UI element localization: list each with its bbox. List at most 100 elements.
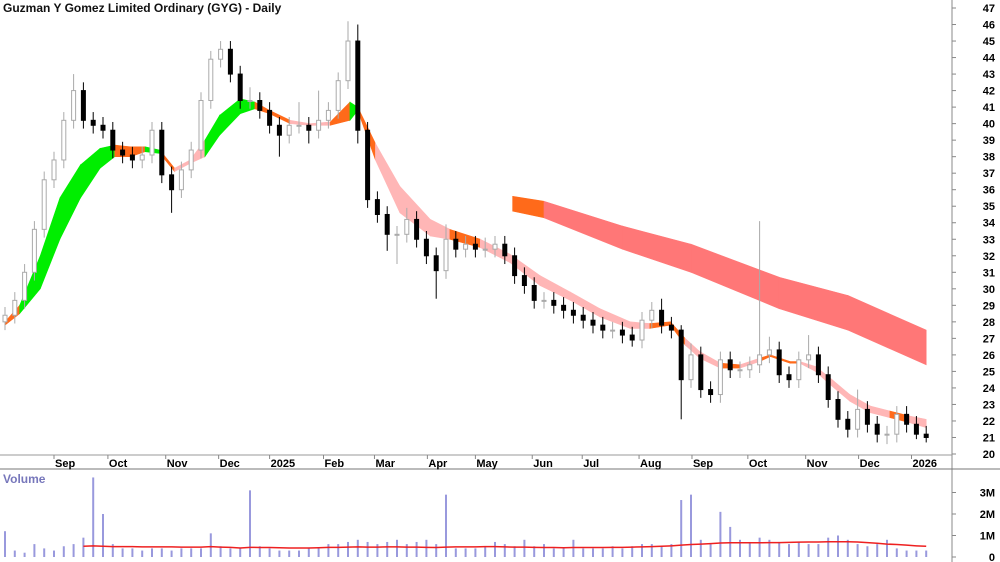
candle-body — [159, 129, 165, 176]
price-tick-label: 46 — [983, 20, 995, 32]
x-tick-label: Nov — [167, 458, 189, 470]
price-tick-label: 24 — [983, 383, 996, 395]
candle-body — [100, 124, 106, 131]
volume-bar — [464, 548, 467, 557]
x-tick-label: Oct — [749, 458, 768, 470]
volume-panel-label: Volume — [3, 472, 46, 486]
x-tick-label: 2026 — [913, 458, 937, 470]
volume-bar — [376, 544, 379, 557]
volume-bar — [886, 539, 888, 557]
volume-bar — [846, 539, 849, 557]
short-term-band-segment — [80, 147, 101, 199]
volume-bar — [405, 544, 408, 557]
candle-body — [22, 271, 28, 301]
x-tick-label: May — [476, 458, 498, 470]
volume-bar — [690, 494, 692, 557]
candle-body — [306, 124, 312, 131]
price-tick-label: 41 — [983, 102, 995, 114]
short-term-band-segment — [204, 114, 220, 158]
volume-bar — [102, 514, 104, 557]
volume-bar — [396, 539, 398, 557]
volume-bar — [151, 548, 153, 557]
price-tick-label: 45 — [983, 36, 995, 48]
volume-bar — [258, 546, 261, 557]
candle-body — [247, 100, 253, 103]
x-tick-label: 2025 — [271, 458, 295, 470]
price-tick-label: 30 — [983, 284, 995, 296]
price-tick-label: 23 — [983, 399, 995, 411]
volume-bar — [915, 550, 918, 557]
volume-bar — [92, 477, 95, 557]
candle-body — [688, 354, 694, 381]
volume-tick-label: 3M — [980, 488, 995, 500]
candle-body — [80, 90, 86, 121]
volume-bar — [513, 546, 516, 557]
volume-bar — [650, 544, 653, 557]
candle-body — [590, 319, 596, 326]
candle-body — [717, 359, 723, 396]
volume-bar — [131, 548, 134, 557]
long-term-band-segment — [512, 195, 545, 219]
price-tick-label: 34 — [983, 218, 996, 230]
price-tick-label: 29 — [983, 300, 995, 312]
candle-body — [757, 354, 763, 366]
x-tick-label: Dec — [220, 458, 240, 470]
volume-bar — [307, 548, 310, 557]
volume-bar — [337, 544, 340, 557]
candle-body — [541, 299, 547, 302]
candle-body — [845, 418, 851, 430]
volume-bar — [503, 544, 506, 557]
price-tick-label: 27 — [983, 333, 995, 345]
volume-bar — [278, 550, 281, 557]
candle-body — [335, 80, 341, 111]
volume-bar — [543, 544, 545, 557]
candle-body — [864, 408, 870, 425]
candle-body — [904, 413, 910, 425]
candle-body — [766, 349, 772, 356]
short-term-band-segment — [870, 405, 891, 419]
candle-body — [12, 299, 18, 316]
candle-body — [325, 109, 331, 121]
x-tick-label: Dec — [860, 458, 880, 470]
volume-bar — [807, 544, 810, 557]
volume-bar — [209, 533, 212, 557]
candle-body — [668, 324, 674, 331]
candle-body — [169, 174, 175, 191]
volume-bar — [121, 548, 124, 557]
volume-bar — [660, 546, 663, 557]
volume-bar — [680, 500, 683, 557]
price-tick-label: 40 — [983, 119, 995, 131]
volume-bar — [866, 546, 869, 557]
candle-body — [786, 374, 792, 381]
volume-bar — [533, 546, 536, 557]
candle-body — [149, 129, 155, 156]
candle-body — [855, 408, 861, 430]
volume-bar — [523, 539, 526, 557]
volume-bar — [709, 544, 712, 557]
volume-bar — [925, 550, 928, 557]
candle-body — [374, 199, 380, 215]
long-term-band-segment — [543, 200, 623, 250]
candle-body — [806, 354, 812, 361]
candle-body — [531, 285, 537, 301]
volume-bar — [572, 539, 575, 557]
x-tick-label: Jun — [533, 458, 553, 470]
candle-body — [913, 423, 919, 435]
price-tick-label: 35 — [983, 201, 995, 213]
volume-bar — [562, 548, 565, 557]
volume-bar — [719, 511, 722, 557]
candle-body — [443, 238, 449, 272]
price-tick-label: 20 — [983, 449, 995, 461]
price-tick-label: 26 — [983, 350, 995, 362]
volume-bar — [229, 548, 232, 557]
price-tick-label: 25 — [983, 366, 995, 378]
volume-bar — [288, 550, 291, 557]
volume-bar — [356, 539, 359, 557]
x-tick-label: Sep — [693, 458, 713, 470]
short-term-band-segment — [430, 218, 451, 240]
candle-body — [874, 423, 880, 435]
candle-body — [708, 389, 714, 396]
volume-bar — [415, 541, 418, 557]
candle-body — [698, 354, 704, 391]
volume-bar — [827, 537, 830, 557]
